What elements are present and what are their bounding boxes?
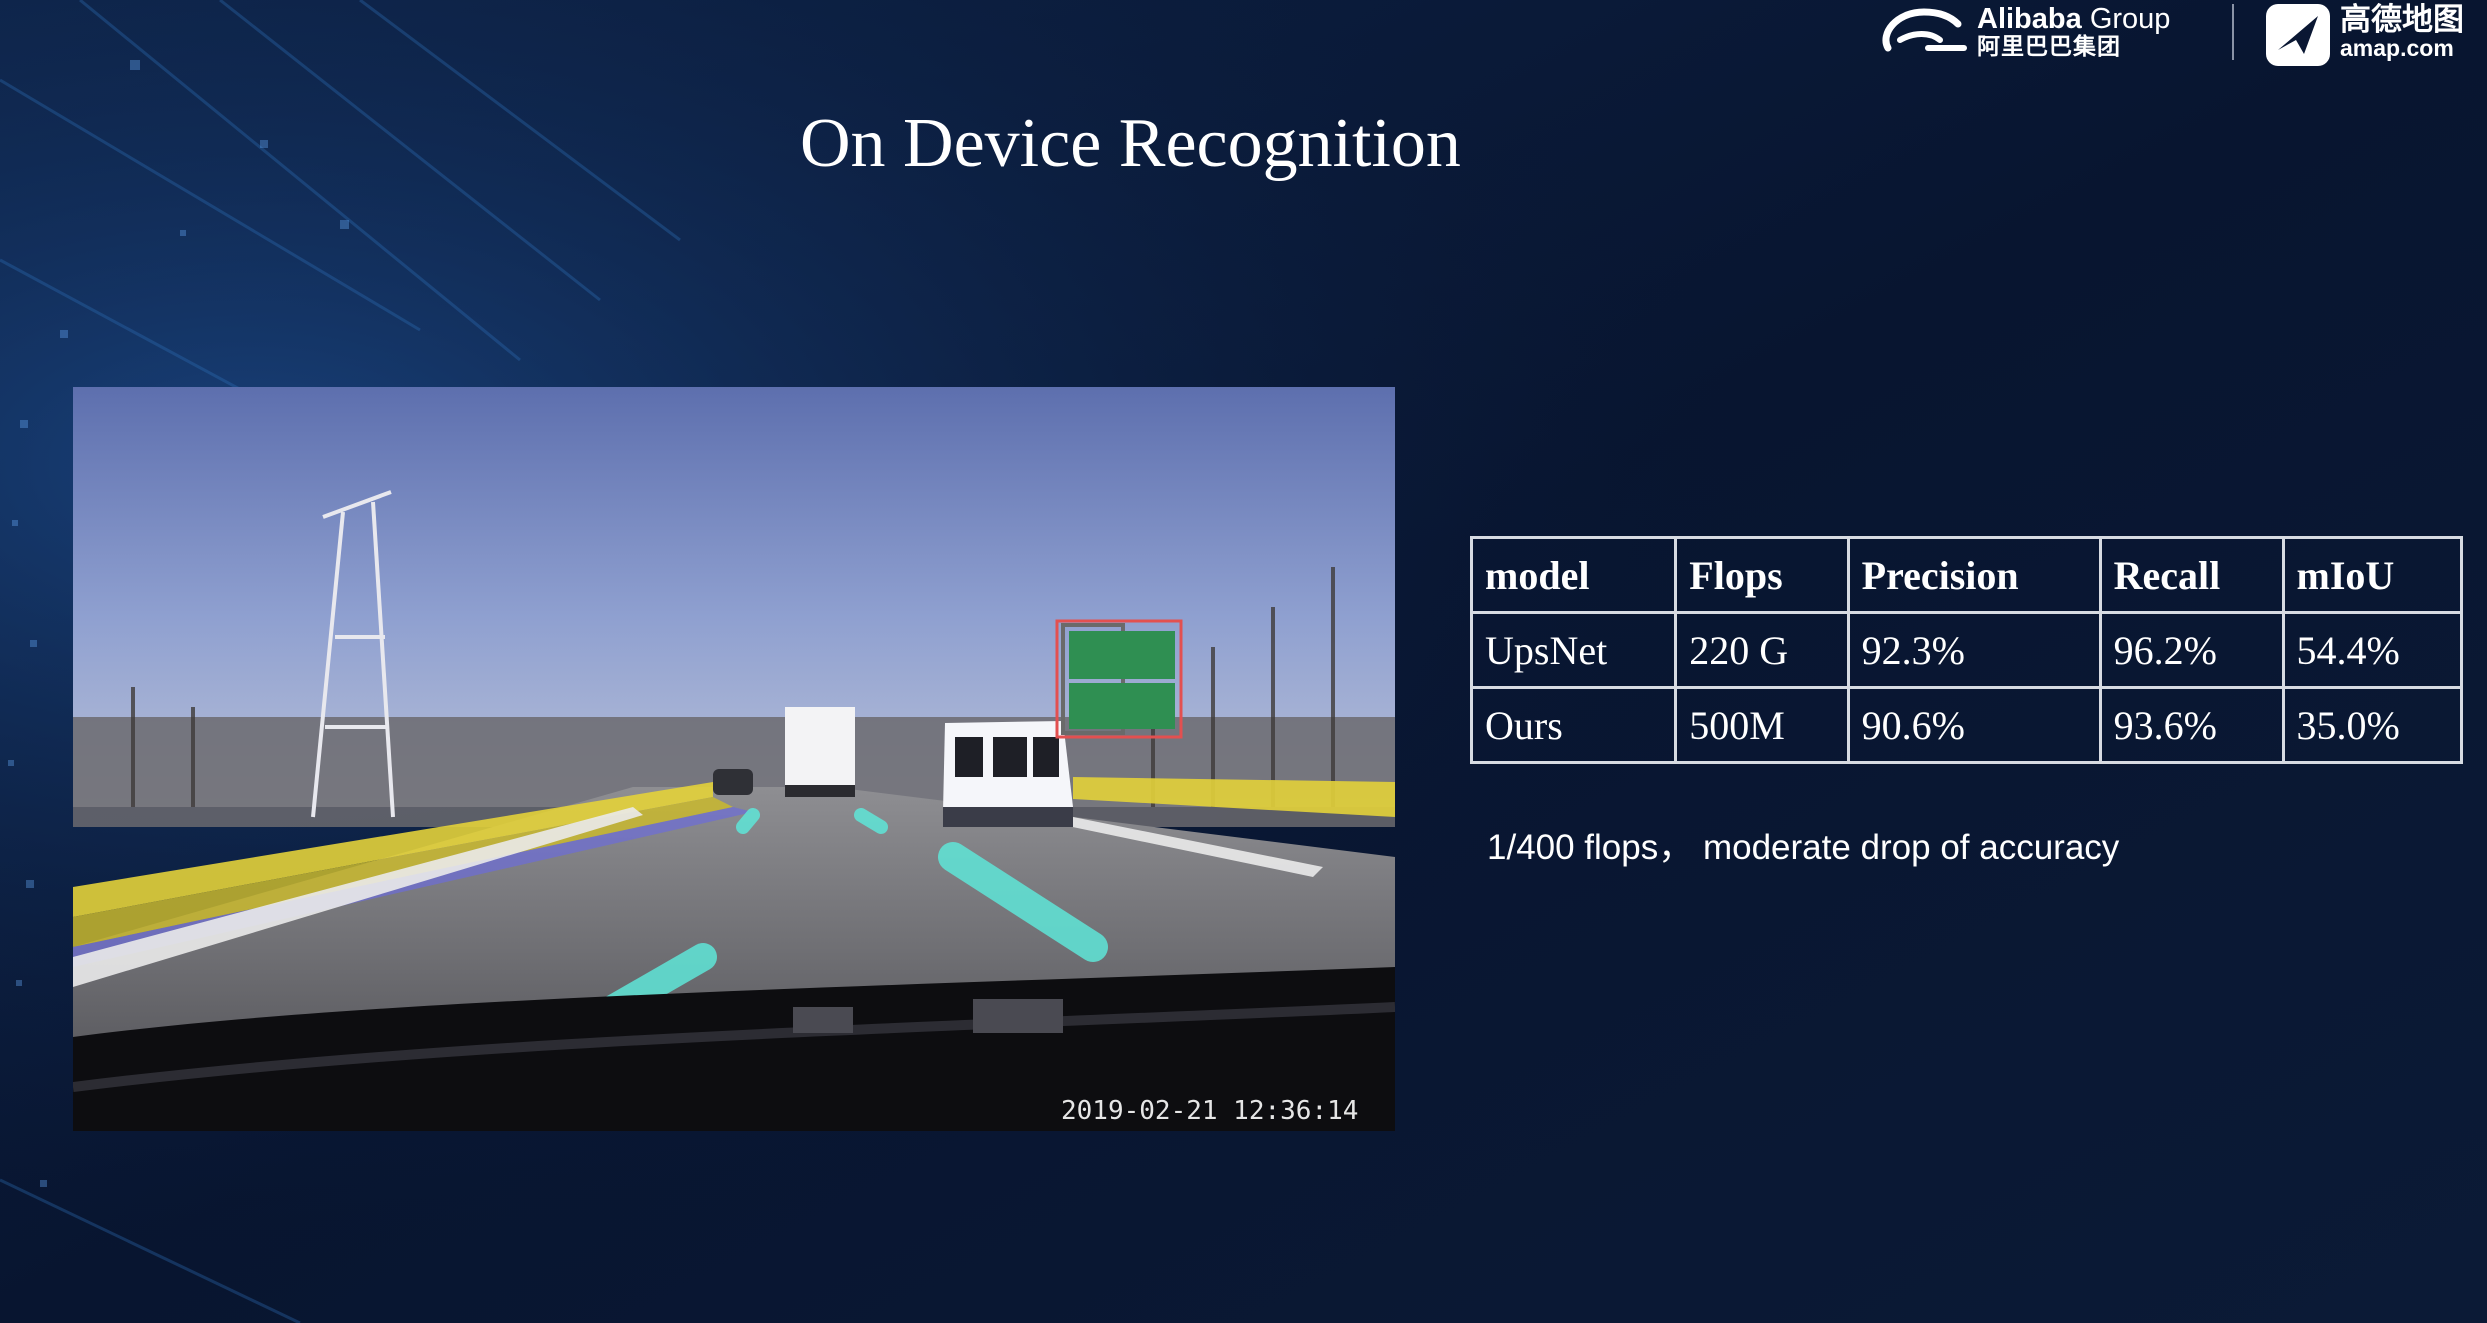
cell-miou: 35.0% <box>2281 686 2464 764</box>
cell-flops: 220 G <box>1674 611 1850 689</box>
header-recall: Recall <box>2098 536 2285 614</box>
alibaba-logo-icon <box>1882 8 1967 52</box>
header-model: model <box>1469 536 1678 614</box>
cell-precision: 90.6% <box>1846 686 2102 764</box>
logo-divider <box>2232 4 2234 60</box>
cell-recall: 93.6% <box>2098 686 2285 764</box>
cell-precision: 92.3% <box>1846 611 2102 689</box>
cell-recall: 96.2% <box>2098 611 2285 689</box>
metrics-table: model Flops Precision Recall mIoU UpsNet… <box>1469 536 2464 764</box>
dashcam-recognition-image: 2019-02-21 12:36:14 <box>73 387 1395 1131</box>
alibaba-wordmark: Alibaba Group <box>1977 3 2171 35</box>
amap-logo-icon <box>2266 4 2330 66</box>
header-flops: Flops <box>1674 536 1850 614</box>
alibaba-chinese-name: 阿里巴巴集团 <box>1977 33 2121 59</box>
table-row: UpsNet 220 G 92.3% 96.2% 54.4% <box>1469 611 2464 689</box>
amap-chinese-name: 高德地图 <box>2340 2 2464 37</box>
cell-flops: 500M <box>1674 686 1850 764</box>
dashcam-timestamp: 2019-02-21 12:36:14 <box>1061 1096 1358 1126</box>
header-miou: mIoU <box>2281 536 2464 614</box>
header-precision: Precision <box>1846 536 2102 614</box>
slide-note: 1/400 flops， moderate drop of accuracy <box>1487 828 2120 867</box>
cell-model: Ours <box>1469 686 1678 764</box>
table-row: Ours 500M 90.6% 93.6% 35.0% <box>1469 686 2464 764</box>
cell-miou: 54.4% <box>2281 611 2464 689</box>
table-header-row: model Flops Precision Recall mIoU <box>1469 536 2464 614</box>
slide-title: On Device Recognition <box>800 105 1461 182</box>
cell-model: UpsNet <box>1469 611 1678 689</box>
amap-url: amap.com <box>2340 35 2454 61</box>
